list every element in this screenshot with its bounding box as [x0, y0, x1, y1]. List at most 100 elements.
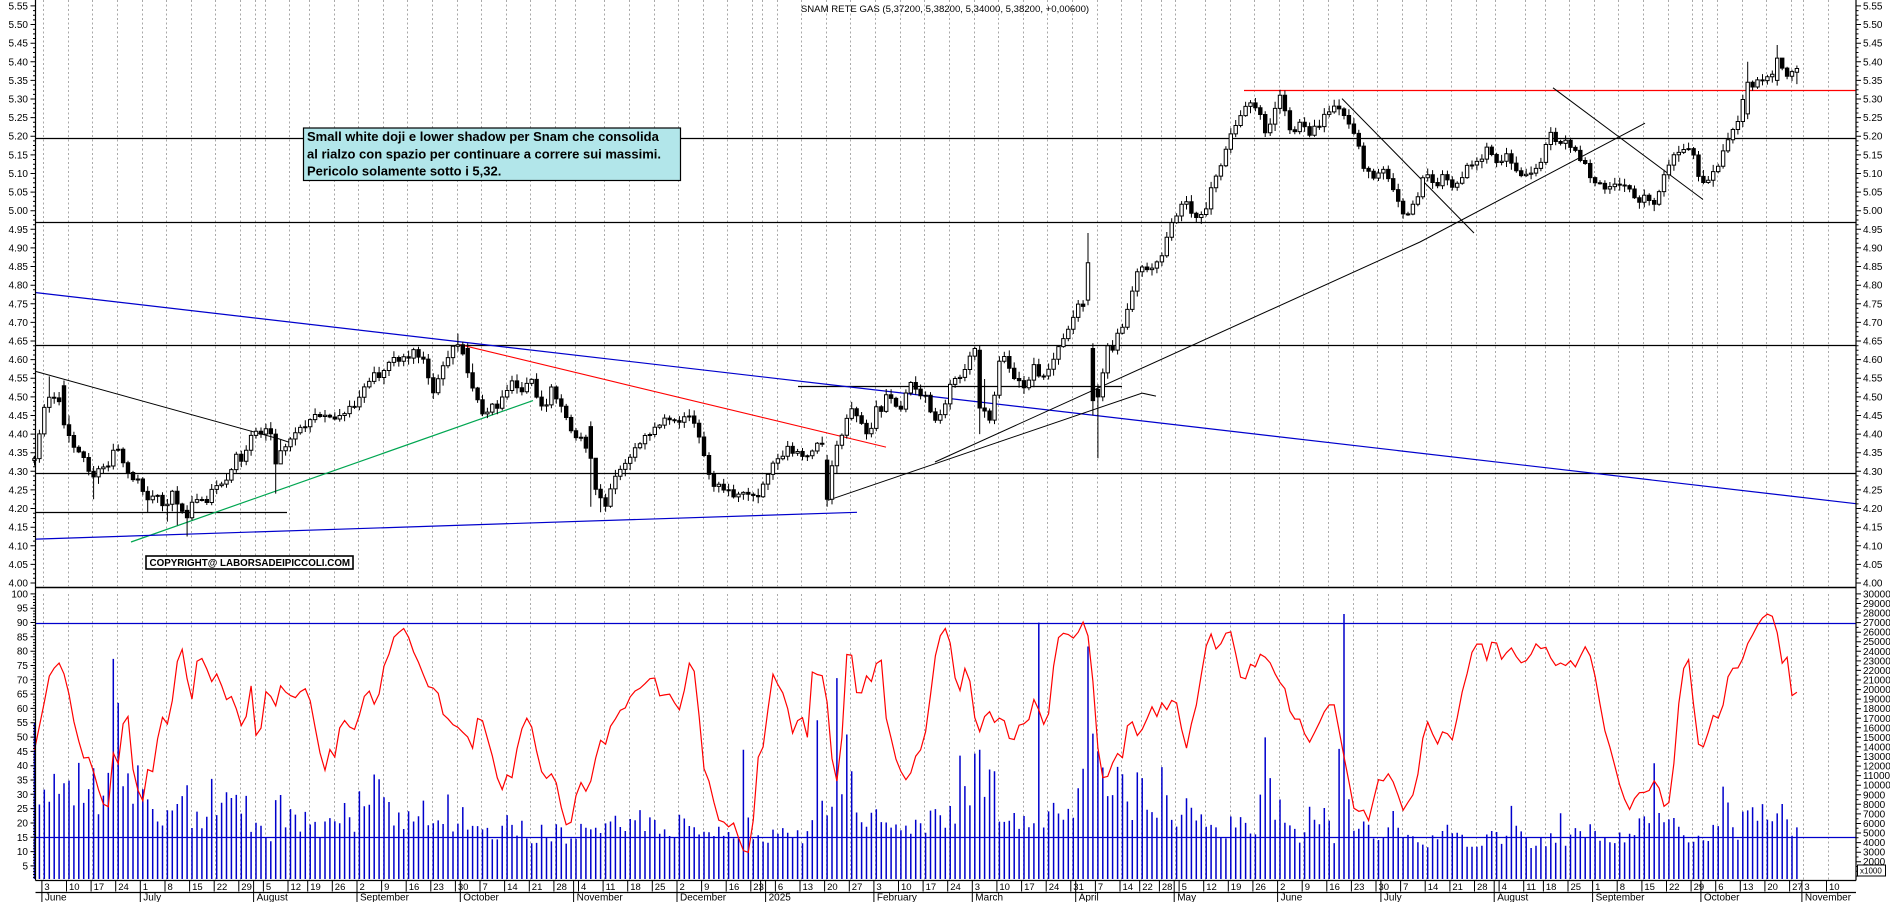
svg-text:4.55: 4.55	[9, 374, 29, 385]
svg-text:4.75: 4.75	[9, 299, 29, 310]
svg-text:14: 14	[1123, 882, 1134, 893]
svg-text:85: 85	[17, 632, 29, 643]
svg-text:16: 16	[409, 882, 420, 893]
svg-text:17: 17	[94, 882, 105, 893]
svg-text:3: 3	[975, 882, 980, 893]
svg-text:4.45: 4.45	[9, 411, 29, 422]
svg-text:5.50: 5.50	[1863, 20, 1883, 31]
svg-text:5.25: 5.25	[9, 113, 29, 124]
svg-text:90: 90	[17, 618, 29, 629]
svg-text:5.20: 5.20	[9, 132, 29, 143]
svg-text:2025: 2025	[769, 893, 792, 903]
svg-text:13: 13	[1743, 882, 1754, 893]
svg-text:27: 27	[1792, 882, 1803, 893]
svg-text:12000: 12000	[1863, 762, 1890, 773]
svg-text:8: 8	[168, 882, 173, 893]
svg-text:22000: 22000	[1863, 666, 1890, 677]
svg-text:7: 7	[1098, 882, 1103, 893]
svg-text:10: 10	[1829, 882, 1840, 893]
svg-text:June: June	[45, 893, 67, 903]
svg-text:5.10: 5.10	[9, 169, 29, 180]
svg-text:1: 1	[143, 882, 148, 893]
svg-text:12: 12	[291, 882, 302, 893]
svg-text:8: 8	[1620, 882, 1625, 893]
svg-text:24: 24	[118, 882, 129, 893]
svg-text:20000: 20000	[1863, 685, 1890, 696]
svg-text:35: 35	[17, 776, 29, 787]
svg-text:4.90: 4.90	[1863, 243, 1883, 254]
svg-text:4.65: 4.65	[9, 337, 29, 348]
svg-text:5.40: 5.40	[1863, 57, 1883, 68]
svg-text:5.30: 5.30	[9, 95, 29, 106]
svg-text:4.30: 4.30	[1863, 467, 1883, 478]
svg-text:30: 30	[1379, 882, 1390, 893]
svg-text:2: 2	[1280, 882, 1285, 893]
svg-text:4.95: 4.95	[9, 225, 29, 236]
svg-text:18000: 18000	[1863, 704, 1890, 715]
svg-text:4.50: 4.50	[9, 392, 29, 403]
svg-text:6: 6	[1718, 882, 1723, 893]
svg-text:5: 5	[22, 861, 28, 872]
svg-text:4.90: 4.90	[9, 243, 29, 254]
svg-text:2: 2	[360, 882, 365, 893]
svg-text:5.30: 5.30	[1863, 95, 1883, 106]
svg-text:4.10: 4.10	[9, 541, 29, 552]
svg-text:23: 23	[1354, 882, 1365, 893]
svg-text:19: 19	[310, 882, 321, 893]
svg-text:12: 12	[1206, 882, 1217, 893]
svg-text:22: 22	[1142, 882, 1153, 893]
svg-text:4.15: 4.15	[1863, 523, 1883, 534]
svg-text:21: 21	[532, 882, 543, 893]
svg-text:10: 10	[69, 882, 80, 893]
svg-text:5.45: 5.45	[1863, 39, 1883, 50]
svg-text:29: 29	[241, 882, 252, 893]
svg-text:4.40: 4.40	[1863, 430, 1883, 441]
svg-text:4.95: 4.95	[1863, 225, 1883, 236]
svg-text:30000: 30000	[1863, 589, 1890, 600]
svg-text:4.35: 4.35	[1863, 448, 1883, 459]
svg-text:8000: 8000	[1863, 800, 1886, 811]
svg-text:4.20: 4.20	[9, 504, 29, 515]
svg-text:26: 26	[1255, 882, 1266, 893]
svg-text:3000: 3000	[1863, 848, 1886, 859]
svg-text:10: 10	[999, 882, 1010, 893]
svg-text:5.00: 5.00	[9, 206, 29, 217]
svg-text:5.35: 5.35	[9, 76, 29, 87]
svg-text:14: 14	[507, 882, 518, 893]
svg-text:SNAM RETE GAS (5,37200, 5,3820: SNAM RETE GAS (5,37200, 5,38200, 5,34000…	[801, 4, 1089, 15]
svg-text:September: September	[360, 893, 410, 903]
svg-text:4.60: 4.60	[9, 355, 29, 366]
svg-text:5000: 5000	[1863, 829, 1886, 840]
svg-text:5.05: 5.05	[1863, 188, 1883, 199]
svg-text:21: 21	[1452, 882, 1463, 893]
svg-text:16: 16	[729, 882, 740, 893]
svg-text:5.25: 5.25	[1863, 113, 1883, 124]
svg-text:November: November	[577, 893, 624, 903]
svg-text:May: May	[1177, 893, 1196, 903]
svg-text:June: June	[1281, 893, 1303, 903]
svg-text:24000: 24000	[1863, 647, 1890, 658]
svg-text:18: 18	[1546, 882, 1557, 893]
svg-text:5.55: 5.55	[1863, 1, 1883, 12]
svg-text:4.70: 4.70	[9, 318, 29, 329]
svg-text:14: 14	[1428, 882, 1439, 893]
svg-text:4.00: 4.00	[9, 579, 29, 590]
svg-text:4.05: 4.05	[9, 560, 29, 571]
svg-text:August: August	[1497, 893, 1528, 903]
svg-text:1: 1	[1595, 882, 1600, 893]
svg-text:17000: 17000	[1863, 714, 1890, 725]
svg-text:4.50: 4.50	[1863, 392, 1883, 403]
svg-text:April: April	[1079, 893, 1099, 903]
svg-text:27000: 27000	[1863, 618, 1890, 629]
svg-text:11000: 11000	[1863, 771, 1890, 782]
svg-text:10000: 10000	[1863, 781, 1890, 792]
svg-text:July: July	[143, 893, 161, 903]
svg-text:24: 24	[950, 882, 961, 893]
svg-text:10: 10	[17, 847, 29, 858]
svg-text:28: 28	[1162, 882, 1173, 893]
svg-text:16: 16	[1329, 882, 1340, 893]
svg-text:22: 22	[217, 882, 228, 893]
svg-text:5.50: 5.50	[9, 20, 29, 31]
svg-text:26000: 26000	[1863, 628, 1890, 639]
svg-text:4.80: 4.80	[9, 281, 29, 292]
